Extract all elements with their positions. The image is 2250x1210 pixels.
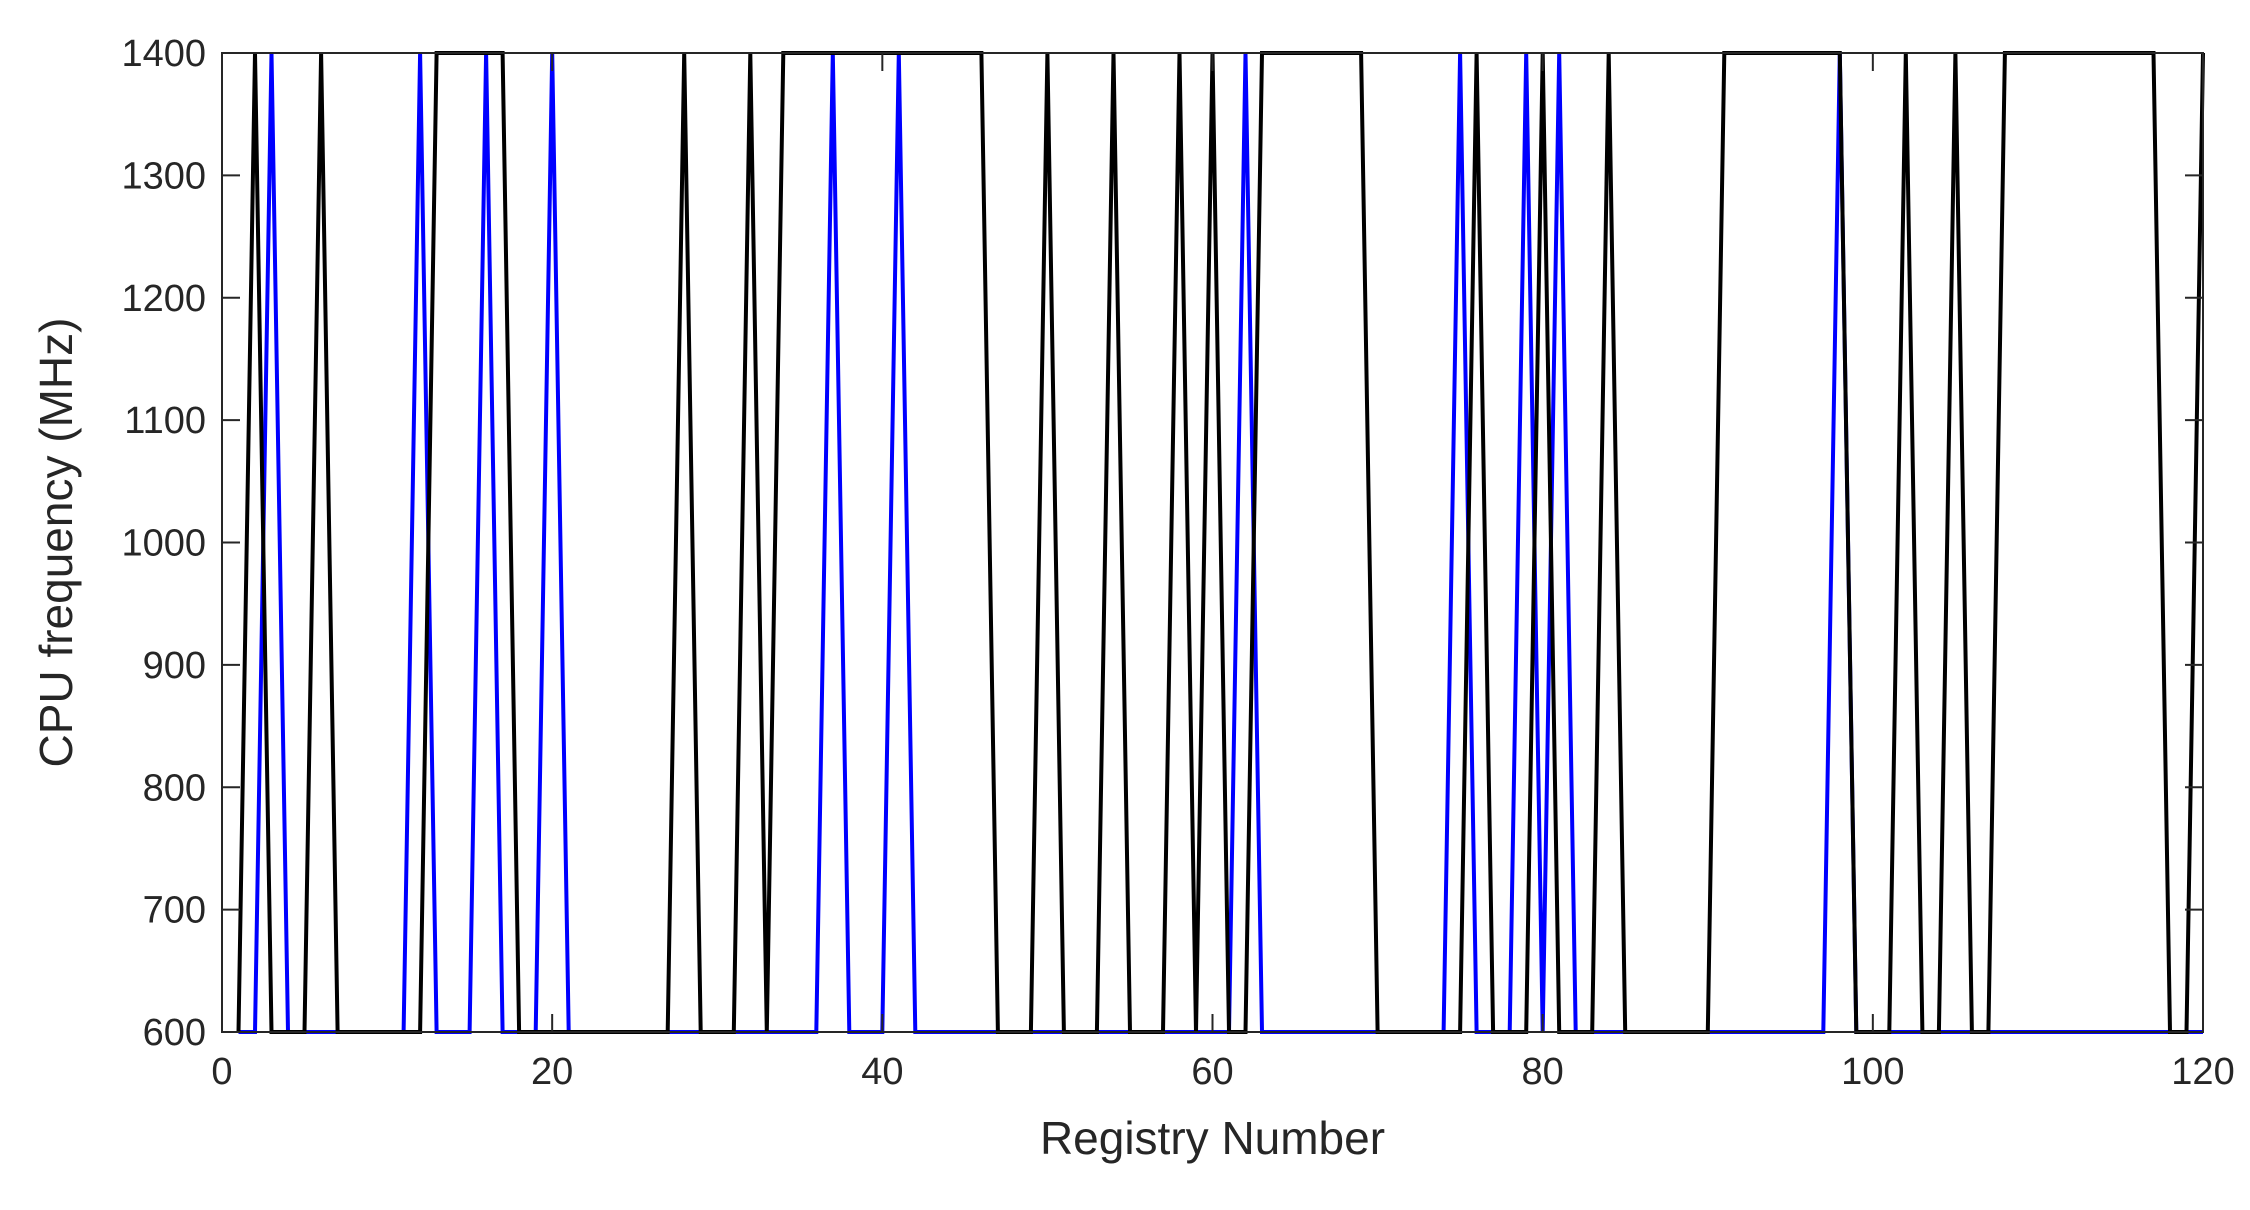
x-tick-label: 80 [1522,1051,1564,1093]
tick-layer: 0 20 40 60 80 100 120 600 700 800 900 1000 1100 1200 1… [121,33,2234,1093]
y-tick-label: 1200 [121,278,206,320]
y-tick-label: 1300 [121,155,206,197]
y-axis-title: CPU frequency (MHz) [30,318,82,768]
y-tick-label: 1400 [121,33,206,75]
x-axis-title: Registry Number [1040,1112,1385,1164]
series-layer [236,51,2205,1034]
x-tick-label: 100 [1841,1051,1904,1093]
x-tick-label: 20 [531,1051,573,1093]
x-tick-label: 40 [861,1051,903,1093]
y-tick-label: 1000 [121,523,206,565]
x-tick-label: 0 [211,1051,232,1093]
plot-frame [221,52,2204,1033]
y-tick-label: 800 [143,767,206,809]
series-line-2 [236,51,2205,1034]
y-tick-label: 700 [143,890,206,932]
y-tick-label: 1100 [124,400,206,442]
y-tick-label: 600 [143,1012,206,1054]
plot-area: 0 20 40 60 80 100 120 600 700 800 900 1000 1100 1200 1… [121,33,2234,1093]
x-tick-label: 120 [2171,1051,2234,1093]
y-tick-label: 900 [143,645,206,687]
x-tick-label: 60 [1191,1051,1233,1093]
